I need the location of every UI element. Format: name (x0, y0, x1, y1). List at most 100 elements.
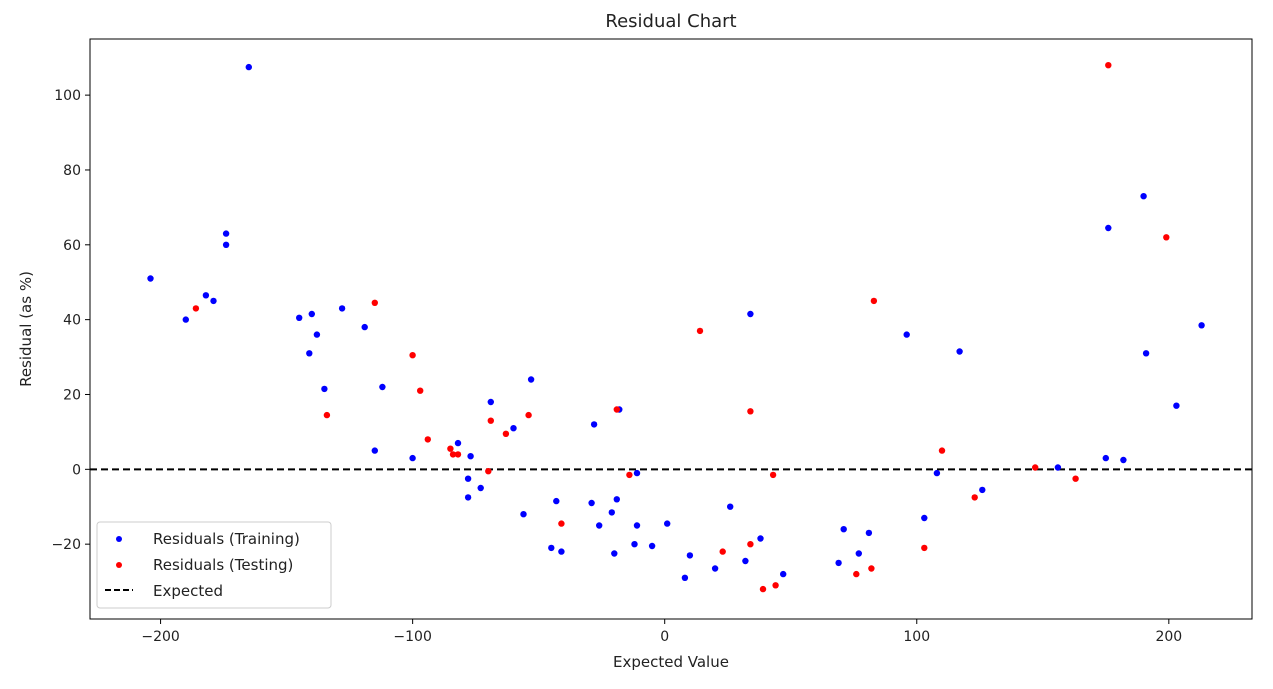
legend-label-training: Residuals (Training) (153, 530, 300, 548)
testing-point (1163, 234, 1170, 241)
training-point (321, 385, 328, 393)
testing-point (747, 408, 754, 415)
training-point (631, 541, 638, 548)
testing-point (449, 451, 457, 458)
training-point (487, 398, 494, 406)
training-point (477, 484, 484, 492)
training-point (182, 316, 189, 323)
training-point (664, 520, 671, 527)
training-point (747, 310, 754, 318)
training-point (956, 348, 963, 355)
training-point (711, 565, 719, 572)
training-point (338, 305, 346, 312)
training-point (467, 453, 474, 460)
testing-point (1032, 464, 1039, 471)
training-point (590, 421, 598, 428)
testing-point (1105, 61, 1112, 69)
training-point (202, 292, 210, 299)
x-tick-label: −100 (393, 629, 431, 645)
testing-point (525, 411, 532, 419)
training-point (306, 350, 313, 357)
testing-point (192, 305, 200, 312)
training-point (903, 331, 910, 338)
x-tick-label: 100 (903, 629, 930, 645)
training-point (553, 497, 560, 505)
training-point (222, 241, 230, 248)
training-point (210, 297, 217, 305)
training-point (510, 425, 517, 432)
series-training (147, 63, 1205, 581)
testing-point (853, 570, 860, 578)
training-point (633, 469, 641, 477)
testing-point (409, 352, 416, 359)
training-point (1140, 193, 1147, 200)
training-point (865, 529, 873, 537)
testing-point (487, 417, 494, 424)
training-point (757, 535, 764, 542)
training-point (409, 454, 416, 462)
training-point (245, 63, 252, 71)
training-point (520, 511, 527, 518)
training-point (296, 314, 303, 321)
testing-point (938, 447, 946, 454)
testing-point (424, 436, 431, 443)
training-point (1054, 464, 1062, 471)
training-point (633, 522, 641, 529)
x-axis-label: Expected Value (613, 653, 729, 671)
x-tick-label: 200 (1155, 629, 1182, 645)
y-tick-label: 40 (63, 313, 81, 329)
series-testing (192, 61, 1170, 593)
x-tick-label: 0 (660, 629, 669, 645)
training-point (921, 514, 928, 522)
training-point (222, 230, 230, 237)
training-point (742, 557, 749, 565)
testing-point (1072, 475, 1079, 482)
legend-label-testing: Residuals (Testing) (153, 556, 293, 574)
testing-point (417, 387, 424, 394)
training-point (933, 469, 941, 477)
plot-area (90, 61, 1252, 593)
training-point (1120, 456, 1127, 464)
training-point (681, 574, 689, 581)
testing-point (759, 585, 767, 593)
training-point (780, 570, 787, 578)
legend-box (96, 521, 332, 609)
training-point (648, 542, 656, 550)
testing-point (502, 430, 510, 437)
training-point (308, 310, 315, 318)
testing-point (870, 297, 878, 305)
y-axis-label: Residual (as %) (17, 271, 35, 387)
training-point (1198, 322, 1205, 329)
y-tick-label: 0 (72, 462, 81, 478)
testing-point (747, 541, 754, 548)
training-point (371, 447, 378, 454)
training-point (611, 550, 618, 557)
training-point (835, 559, 842, 567)
training-point (727, 503, 734, 510)
y-axis: −20 0 20 40 60 80 100 (51, 88, 90, 553)
testing-point (613, 406, 620, 413)
training-point (686, 552, 694, 559)
training-point (361, 323, 368, 331)
training-point (979, 486, 986, 494)
x-tick-label: −200 (141, 629, 179, 645)
training-point (1173, 402, 1180, 409)
testing-point (696, 327, 704, 335)
testing-point (921, 544, 928, 552)
training-point (855, 550, 862, 557)
training-point (613, 496, 620, 503)
testing-point (558, 520, 565, 527)
training-point (464, 475, 472, 482)
y-tick-label: 80 (63, 163, 81, 179)
plot-frame (89, 38, 1253, 620)
testing-point (371, 299, 378, 306)
testing-point (626, 471, 633, 479)
training-point (147, 275, 154, 282)
x-axis: −200 −100 0 100 200 (141, 619, 1182, 645)
testing-point (485, 468, 492, 475)
training-point (379, 383, 386, 391)
y-tick-label: 60 (63, 238, 81, 254)
training-point (558, 548, 565, 555)
training-point (454, 439, 462, 447)
